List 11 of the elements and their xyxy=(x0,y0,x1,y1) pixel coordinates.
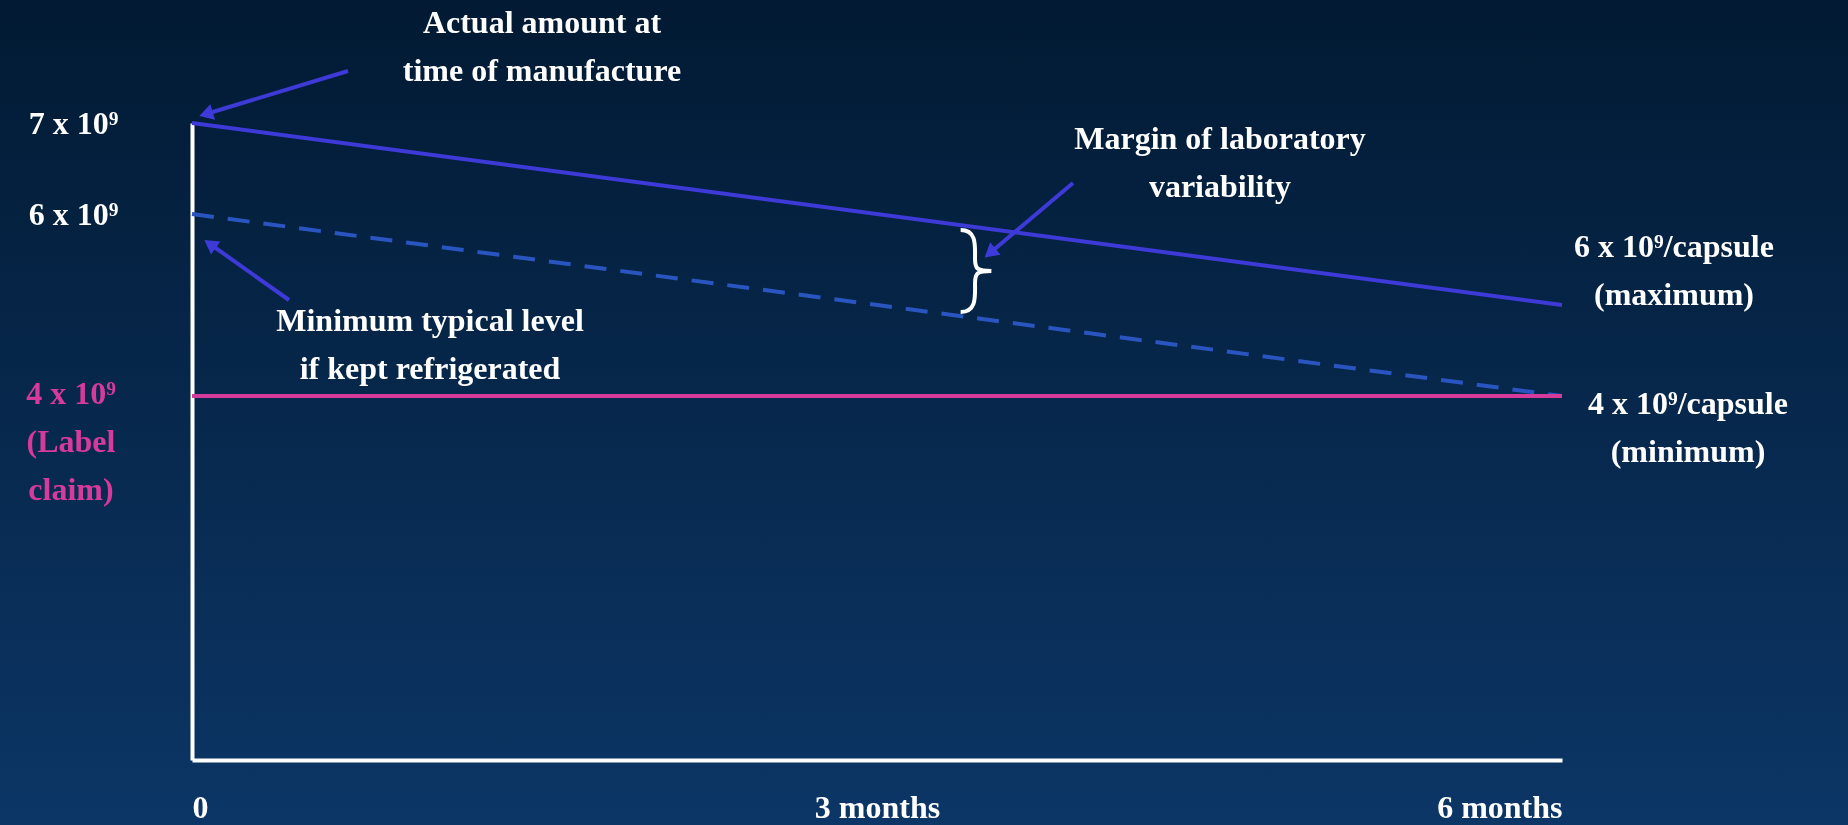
x-tick-label: 0 xyxy=(192,788,209,825)
annotation: 6 x 10⁹/capsule (maximum) xyxy=(1574,228,1774,312)
annotation: Margin of laboratory variability xyxy=(1074,120,1366,204)
ref-line-label: 4 x 10⁹ (Label claim) xyxy=(26,375,116,507)
x-tick-label: 3 months xyxy=(814,788,941,825)
y-tick-label: 6 x 10⁹ xyxy=(28,195,119,232)
y-tick-label: 7 x 10⁹ xyxy=(28,104,119,141)
annotation: Minimum typical level if kept refrigerated xyxy=(276,302,584,386)
text: Actual amount at time of manufacture xyxy=(402,4,682,88)
x-tick-label: 6 months xyxy=(1437,788,1563,825)
annotation: 4 x 10⁹/capsule (minimum) xyxy=(1588,385,1788,469)
